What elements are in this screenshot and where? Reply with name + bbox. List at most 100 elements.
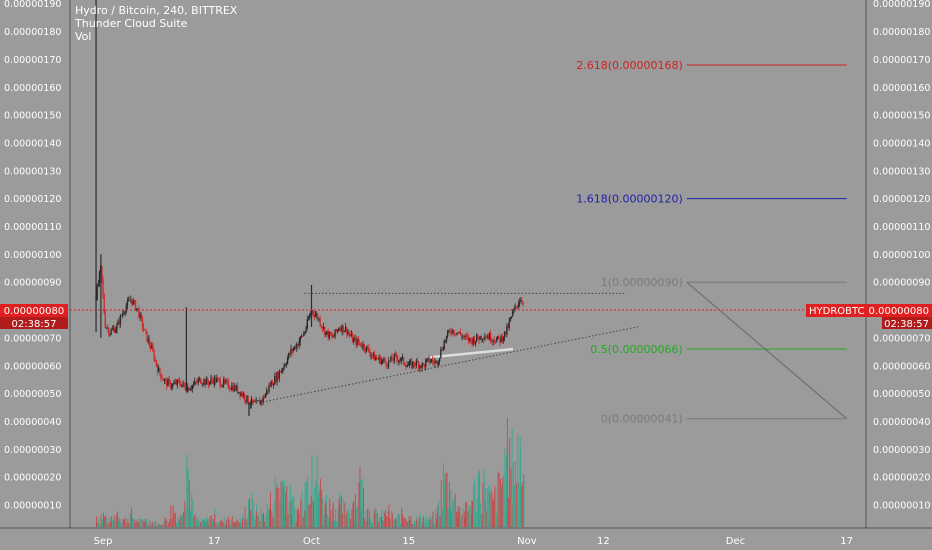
- volume-bar: [278, 487, 280, 527]
- candle-body: [209, 381, 211, 385]
- candle-body: [129, 300, 131, 301]
- time-axis[interactable]: Sep 17 Oct 15 Nov 12 Dec 17: [94, 536, 853, 547]
- volume-bar: [246, 517, 248, 527]
- fibonacci-extension[interactable]: 2.618(0.00000168) 1.618(0.00000120) 1(0.00…: [576, 59, 847, 426]
- volume-peak: [339, 503, 341, 527]
- candle-body: [455, 333, 457, 335]
- volume-bar: [470, 515, 472, 527]
- candle-body: [421, 363, 423, 368]
- candle-body: [246, 395, 248, 402]
- candle-body: [492, 340, 494, 342]
- indicator-volume[interactable]: Vol: [75, 30, 92, 43]
- volume-bar: [162, 525, 164, 527]
- volume-bar: [107, 523, 109, 527]
- volume-bar: [262, 514, 263, 527]
- candle-body: [195, 381, 197, 383]
- y-tick-label-left: 0.00000180: [4, 27, 61, 38]
- x-tick-label: Nov: [517, 536, 537, 547]
- candle-body: [441, 349, 443, 351]
- candle-body: [119, 315, 122, 325]
- volume-bar: [133, 518, 135, 527]
- volume-bar: [240, 518, 241, 527]
- volume-peak: [214, 514, 216, 527]
- y-tick-label-left: 0.00000060: [4, 361, 61, 372]
- candle-body: [268, 385, 270, 392]
- candle-body: [218, 378, 220, 380]
- volume-bar: [157, 523, 159, 527]
- candle-body: [160, 373, 162, 379]
- indicator-thunder-cloud[interactable]: Thunder Cloud Suite: [75, 17, 188, 30]
- candle-body: [306, 319, 308, 329]
- candle-body: [337, 329, 340, 331]
- candle-body: [212, 380, 214, 385]
- candle-body: [228, 387, 231, 389]
- candle-body: [124, 312, 126, 313]
- candle-body: [137, 308, 139, 309]
- volume-peak: [436, 514, 438, 527]
- volume-bar: [357, 505, 359, 527]
- volume-bar: [118, 520, 119, 527]
- y-tick-label-right: 0.00000110: [873, 222, 930, 233]
- trendline-drawings[interactable]: [248, 292, 639, 406]
- volume-bar: [390, 510, 392, 527]
- volume-bar: [373, 511, 375, 527]
- candle-body: [238, 392, 240, 393]
- candle-body: [126, 300, 129, 307]
- candle-body: [322, 326, 325, 329]
- volume-bar: [201, 518, 203, 527]
- candle-body: [324, 326, 326, 335]
- volume-peak: [151, 521, 153, 527]
- candle-body: [507, 325, 509, 328]
- candle-body: [335, 329, 337, 332]
- fib-level-label: 1(0.00000090): [601, 276, 683, 289]
- candle-body: [521, 300, 523, 303]
- volume-peak: [123, 519, 125, 527]
- candle-body: [225, 380, 227, 382]
- volume-bar: [447, 508, 449, 527]
- candle-body: [517, 303, 520, 307]
- candle-body: [277, 372, 279, 379]
- chart-legend: Hydro / Bitcoin, 240, BITTREX Thunder Cl…: [75, 4, 237, 43]
- candle-body: [307, 319, 310, 320]
- candle-body: [181, 384, 183, 387]
- left-price-axis[interactable]: 0.00000190 0.00000180 0.00000170 0.00000160…: [4, 0, 61, 512]
- right-price-tag-price: 0.00000080: [869, 306, 929, 317]
- candle-body: [96, 285, 98, 300]
- candle-body: [140, 313, 142, 319]
- candle-body: [191, 385, 194, 389]
- candle-body: [416, 360, 419, 363]
- volume-peak: [520, 446, 521, 527]
- volume-bar: [282, 485, 284, 527]
- left-price-tag-box: [0, 304, 68, 317]
- y-tick-label-left: 0.00000090: [4, 278, 61, 289]
- candle-body: [188, 387, 190, 391]
- volume-bar: [236, 519, 238, 527]
- symbol-title[interactable]: Hydro / Bitcoin, 240, BITTREX: [75, 4, 238, 17]
- volume-bar: [419, 513, 421, 527]
- volume-bar: [320, 478, 321, 527]
- volume-bar: [234, 522, 236, 527]
- candle-body: [291, 348, 293, 352]
- y-tick-label-right: 0.00000070: [873, 333, 930, 344]
- volume-bar: [243, 517, 245, 527]
- candle-body: [371, 355, 373, 356]
- volume-peak: [492, 501, 494, 527]
- volume-bar: [510, 468, 512, 527]
- volume-bar: [517, 433, 519, 527]
- y-tick-label-right: 0.00000020: [873, 473, 930, 484]
- candle-body: [166, 379, 168, 387]
- candle-body: [261, 400, 263, 402]
- volume-peak: [387, 511, 389, 527]
- volume-bar: [400, 523, 401, 527]
- candle-body: [329, 332, 332, 336]
- volume-bar: [245, 520, 247, 527]
- candle-body: [415, 360, 418, 366]
- candlesticks: [95, 0, 524, 416]
- volume-bar: [140, 518, 142, 527]
- volume-bar: [322, 499, 324, 527]
- volume-bar: [101, 519, 103, 527]
- volume-bar: [168, 522, 169, 527]
- volume-bar: [394, 518, 396, 527]
- candle-body: [502, 337, 505, 341]
